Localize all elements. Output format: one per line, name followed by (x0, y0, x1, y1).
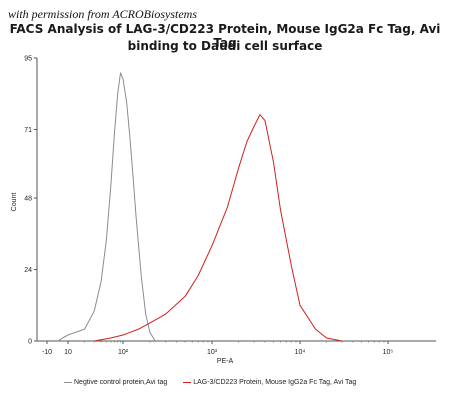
watermark: with permission from ACROBiosystems (8, 7, 198, 21)
x-tick-label: 10 (64, 349, 72, 356)
x-tick-label: 10⁵ (383, 349, 394, 356)
series-negative-control-line (57, 72, 156, 342)
axes (36, 58, 436, 342)
y-tick-label: 71 (24, 127, 32, 134)
x-tick-label: 10⁴ (295, 349, 306, 356)
legend-swatch-red (183, 382, 192, 383)
y-tick-label: 95 (24, 56, 32, 63)
x-tick-label: 10³ (207, 349, 218, 356)
legend-label-lag3-protein: LAG-3/CD223 Protein, Mouse IgG2a Fc Tag,… (193, 379, 357, 386)
series-lag3-protein-line (94, 114, 343, 342)
axis-ticks: 0 24 48 71 95 -10 10 10² 10³ 10⁴ 10⁵ (24, 56, 393, 357)
legend-item-negative-control: Negtive control protein,Avi tag (64, 379, 167, 386)
legend: Negtive control protein,Avi tag LAG-3/CD… (64, 378, 370, 386)
legend-label-negative-control: Negtive control protein,Avi tag (74, 379, 168, 386)
chart-title-line2: binding to Daudi cell surface (127, 39, 323, 53)
y-tick-label: 48 (24, 196, 32, 203)
legend-item-lag3-protein: LAG-3/CD223 Protein, Mouse IgG2a Fc Tag,… (183, 379, 356, 386)
chart-title-line1: FACS Analysis of LAG-3/CD223 Protein, Mo… (9, 22, 441, 50)
x-tick-label: 10² (118, 349, 129, 356)
y-tick-label: 0 (28, 339, 32, 346)
y-axis-label: Count (11, 193, 18, 212)
x-tick-label: -10 (42, 349, 52, 356)
series-group (57, 72, 343, 342)
x-axis-label: PE-A (217, 358, 234, 365)
y-tick-label: 24 (24, 267, 32, 274)
legend-swatch-gray (64, 382, 72, 383)
